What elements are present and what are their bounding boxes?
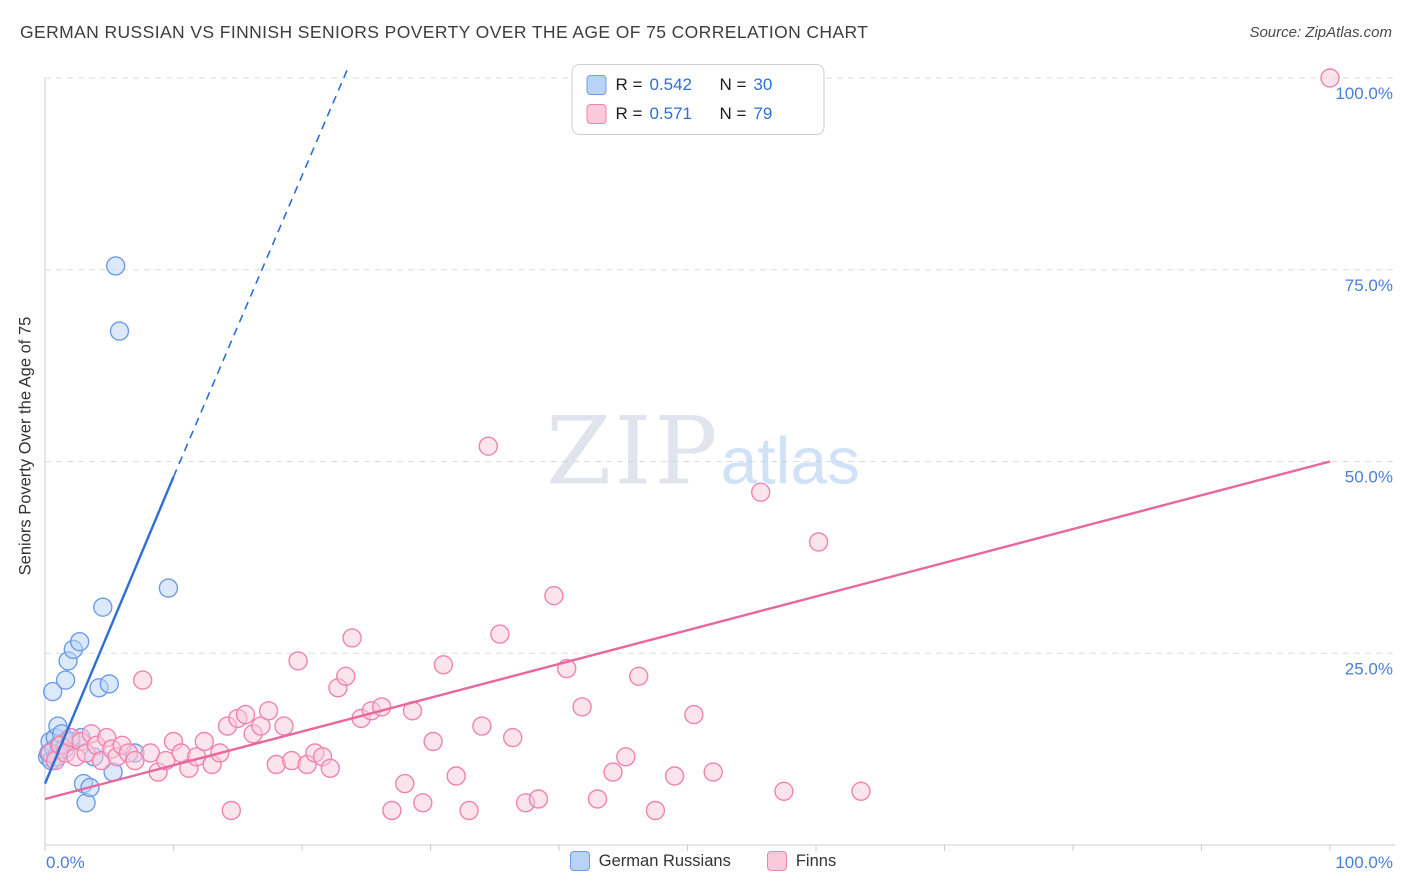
scatter-point — [140, 743, 161, 763]
scatter-point — [288, 651, 308, 671]
x-axis-min-label: 0.0% — [46, 853, 85, 872]
y-tick-label: 100.0% — [1335, 84, 1393, 103]
german-russians-legend-label: German Russians — [598, 851, 731, 870]
legend-row-finns: R = 0.571 N = 79 — [586, 104, 806, 124]
finns-legend-swatch — [766, 851, 787, 871]
scatter-point — [342, 628, 362, 648]
scatter-point — [413, 793, 433, 813]
scatter-point — [851, 781, 871, 801]
german-russians-swatch — [586, 75, 607, 95]
y-tick-label: 50.0% — [1345, 468, 1393, 487]
scatter-point — [472, 716, 492, 736]
finns-swatch — [586, 104, 607, 124]
r-value: 0.571 — [649, 104, 692, 123]
scatter-point — [336, 666, 356, 686]
scatter-point — [478, 436, 498, 456]
scatter-point — [587, 789, 608, 809]
german-russians-legend-swatch — [569, 851, 590, 871]
scatter-point — [603, 762, 623, 782]
y-tick-label: 75.0% — [1345, 276, 1393, 295]
scatter-point — [490, 624, 510, 644]
scatter-point — [382, 800, 402, 821]
scatter-point — [55, 670, 76, 690]
scatter-point — [503, 727, 523, 748]
scatter-point — [43, 681, 63, 702]
scatter-point — [433, 655, 454, 675]
chart-title: GERMAN RUSSIAN VS FINNISH SENIORS POVERT… — [20, 22, 869, 42]
scatter-point — [258, 701, 279, 721]
n-value: 30 — [753, 75, 773, 94]
legend-row-german-russians: R = 0.542 N = 30 — [586, 75, 806, 95]
scatter-point — [528, 789, 549, 809]
source-link[interactable]: Source: ZipAtlas.com — [1249, 24, 1392, 41]
scatter-point — [132, 670, 153, 690]
y-tick-label: 25.0% — [1345, 659, 1393, 678]
scatter-point — [93, 597, 113, 617]
scatter-point — [664, 766, 685, 786]
r-label: R = — [615, 104, 643, 123]
finns-legend-label: Finns — [795, 851, 837, 870]
scatter-point — [395, 773, 415, 794]
scatter-point — [459, 800, 479, 821]
legend-item-german-russians: German Russians — [569, 851, 731, 871]
trend-line-german-russians — [43, 476, 175, 785]
scatter-point — [274, 716, 294, 736]
scatter-point — [320, 758, 340, 778]
scatter-point — [105, 256, 126, 276]
scatter-point — [808, 532, 829, 552]
trend-line-finns — [44, 460, 1331, 801]
scatter-point — [572, 697, 592, 717]
n-label: N = — [719, 75, 747, 94]
correlation-legend: R = 0.542 N = 30 R = 0.571 N = 79 — [571, 64, 825, 135]
x-axis-max-label: 100.0% — [1335, 853, 1393, 872]
scatter-point — [423, 731, 443, 752]
scatter-point — [751, 482, 771, 502]
legend-item-finns: Finns — [766, 851, 837, 871]
scatter-point — [629, 666, 649, 686]
n-value: 79 — [753, 104, 773, 123]
series-finns — [40, 68, 1340, 821]
scatter-point — [703, 762, 723, 782]
scatter-point — [221, 800, 242, 821]
scatter-point — [446, 766, 466, 786]
scatter-point — [69, 632, 90, 652]
scatter-point — [251, 716, 271, 736]
scatter-point — [109, 321, 130, 341]
scatter-point — [1320, 68, 1340, 88]
scatter-point — [544, 586, 564, 606]
scatter-point — [684, 704, 704, 725]
scatter-point — [645, 800, 666, 821]
scatter-point — [616, 747, 636, 767]
scatter-point — [99, 674, 120, 694]
scatter-point — [235, 704, 256, 725]
scatter-point — [158, 578, 179, 598]
scatter-point — [125, 750, 145, 771]
n-label: N = — [719, 104, 747, 123]
scatter-point — [774, 781, 794, 801]
trend-line-german-russians — [172, 70, 348, 478]
scatter-point — [194, 731, 215, 752]
bottom-legend: German Russians Finns — [0, 851, 1406, 871]
r-value: 0.542 — [649, 75, 692, 94]
y-axis-title: Seniors Poverty Over the Age of 75 — [16, 316, 35, 576]
r-label: R = — [615, 75, 643, 94]
